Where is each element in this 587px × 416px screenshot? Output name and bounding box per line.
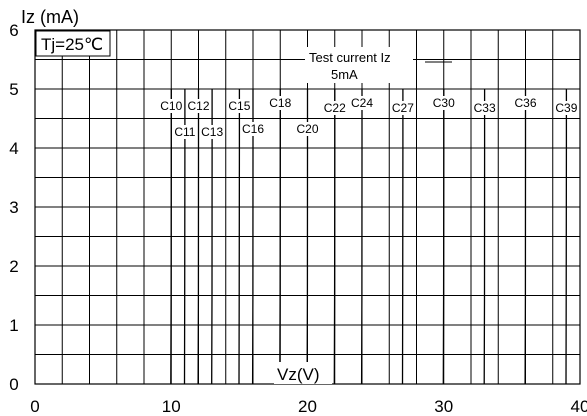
curve-label-c20: C20 [296, 122, 318, 136]
x-axis-label-box [274, 362, 332, 384]
curve-c10 [170, 89, 172, 385]
curve-label-c18: C18 [269, 96, 291, 110]
curve-label-bg [513, 96, 538, 110]
curve-label-bg [390, 101, 416, 115]
y-tick-label: 1 [9, 316, 18, 335]
curve-label-c39: C39 [555, 101, 577, 115]
curve-label-c11: C11 [174, 125, 195, 139]
curve-labels: C10 C11 C12 C13 C15 C16 C18 C20 C22 C24 C27 C30 C33 C… [158, 96, 579, 139]
curve-label-bg [158, 99, 184, 113]
curve-label-c16: C16 [242, 122, 264, 136]
condition-box [35, 30, 111, 57]
x-tick-label: 40 [571, 397, 587, 416]
curve-label-bg [172, 125, 198, 139]
note-box [305, 47, 413, 83]
curve-label-bg [226, 99, 252, 113]
y-tick-label: 3 [9, 198, 18, 217]
x-axis-label: Vz(V) [277, 365, 320, 384]
x-tick-label: 10 [162, 397, 181, 416]
curve-c30 [442, 89, 445, 385]
curve-c22 [333, 89, 336, 385]
curve-label-bg [240, 122, 266, 136]
tick-labels: 0 10 20 30 40 0 1 2 3 4 5 6 [9, 21, 587, 416]
y-tick-label: 0 [9, 375, 18, 394]
x-tick-label: 0 [30, 397, 39, 416]
curve-label-bg [349, 96, 375, 110]
y-tick-label: 5 [9, 80, 18, 99]
curves [170, 89, 568, 385]
curve-c18 [279, 89, 281, 385]
curve-label-bg [553, 101, 579, 115]
curve-label-c13: C13 [201, 125, 223, 139]
y-tick-label: 2 [9, 257, 18, 276]
curve-label-c24: C24 [351, 96, 373, 110]
curve-label-c30: C30 [433, 96, 455, 110]
curve-label-bg [431, 96, 457, 110]
curve-label-c27: C27 [392, 101, 414, 115]
curve-label-bg [186, 99, 211, 113]
curve-label-c22: C22 [324, 101, 346, 115]
condition-label: Tj=25℃ [41, 35, 103, 54]
note-line2: 5mA [331, 67, 358, 82]
note-line1: Test current Iz [309, 50, 391, 65]
curve-label-bg [295, 122, 320, 136]
curve-label-c12: C12 [187, 99, 209, 113]
curve-label-bg [472, 101, 498, 115]
curve-label-c15: C15 [228, 99, 250, 113]
curve-label-c10: C10 [160, 99, 182, 113]
x-tick-label: 30 [434, 397, 453, 416]
curve-label-bg [199, 125, 225, 139]
curve-label-bg [267, 96, 293, 110]
x-tick-label: 20 [298, 397, 317, 416]
y-tick-label: 6 [9, 21, 18, 40]
curve-label-bg [322, 101, 348, 115]
curve-label-c33: C33 [474, 101, 496, 115]
y-tick-label: 4 [9, 139, 18, 158]
curve-label-c36: C36 [514, 96, 536, 110]
y-axis-label: Iz (mA) [21, 7, 79, 27]
